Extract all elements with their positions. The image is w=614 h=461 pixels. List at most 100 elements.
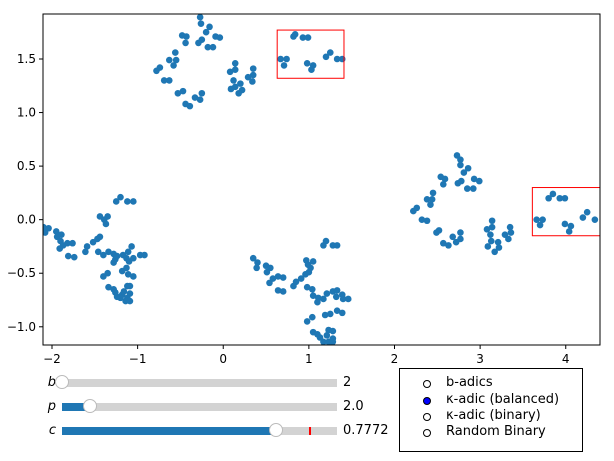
scatter-point [427, 201, 434, 208]
scatter-point [253, 264, 260, 272]
scatter-point [445, 242, 452, 249]
radio-circle-icon[interactable] [423, 397, 431, 405]
scatter-point [452, 238, 460, 246]
scatter-point [440, 181, 447, 188]
slider-c-handle[interactable] [268, 423, 283, 437]
scatter-point [308, 66, 315, 74]
scatter-point [344, 295, 352, 303]
scatter-point [323, 332, 331, 339]
radio-circle-icon[interactable] [423, 429, 431, 437]
scatter-point [209, 43, 217, 51]
scatter-point [117, 193, 124, 201]
slider-p-fill [62, 403, 90, 411]
scatter-point [320, 295, 327, 303]
radio-label: Random Binary [446, 424, 546, 439]
scatter-point [470, 175, 478, 183]
scatter-point [128, 243, 135, 250]
radio-circle-icon[interactable] [423, 413, 431, 421]
radio-label: κ-adic (binary) [446, 408, 541, 423]
scatter-point [274, 287, 282, 294]
scatter-point [561, 220, 569, 228]
scatter-point [457, 161, 464, 169]
scatter-point [495, 244, 503, 251]
scatter-point [505, 235, 512, 243]
scatter-point [488, 223, 496, 231]
scatter-point [338, 309, 346, 317]
y-tick-label: 1.5 [17, 52, 36, 66]
slider-c-label: c [48, 423, 56, 438]
scatter-point [102, 220, 110, 228]
scatter-point [332, 293, 340, 301]
scatter-point [124, 198, 131, 205]
scatter-point [130, 198, 137, 205]
scatter-point [124, 271, 132, 278]
scatter-point [191, 94, 199, 101]
scatter-point [322, 237, 330, 245]
scatter-point [536, 221, 544, 229]
scatter-point [70, 253, 78, 261]
scatter-point [170, 62, 177, 69]
highlight-boxes [276, 29, 601, 237]
scatter-point [440, 239, 447, 247]
scatter-point [263, 268, 271, 276]
scatter-point [483, 226, 491, 233]
scatter-point [303, 318, 311, 325]
y-tick-label: 0.5 [17, 159, 36, 173]
scatter-point [469, 185, 477, 192]
scatter-point [303, 59, 311, 67]
scatter-point [321, 311, 329, 319]
scatter-point [274, 273, 282, 280]
scatter-point [123, 264, 130, 272]
slider-b-handle[interactable] [55, 375, 69, 389]
scatter-point [320, 338, 327, 345]
slider-p-label: p [47, 399, 56, 414]
scatter-point [227, 85, 235, 93]
scatter-point [326, 49, 334, 56]
scatter-point [94, 248, 102, 256]
scatter-point [237, 80, 244, 87]
scatter-point [539, 216, 546, 223]
scatter-point [83, 243, 91, 250]
scatter-point [113, 252, 121, 260]
slider-b-track[interactable] [55, 375, 337, 389]
x-tick-label: 1 [305, 352, 313, 366]
scatter-point [226, 68, 234, 76]
scatter-point [457, 156, 464, 163]
scatter-point [269, 275, 277, 282]
scatter-point [435, 227, 443, 234]
scatter-point [244, 73, 252, 81]
slider-c-track[interactable] [62, 423, 337, 437]
scatter-point [297, 275, 305, 282]
radio-label: b-adics [446, 375, 493, 390]
scatter-point [196, 96, 204, 103]
scatter-point [299, 34, 307, 41]
x-tick-label: 0 [219, 352, 227, 366]
y-axis: −1.0 −0.5 0.0 0.5 1.0 1.5 [7, 52, 43, 334]
x-tick-label: −2 [43, 352, 61, 366]
slider-b-value: 2 [343, 375, 352, 390]
scatter-point [314, 298, 321, 306]
scatter-point [198, 89, 206, 97]
slider-p-track[interactable] [62, 399, 337, 413]
radio-circle-icon[interactable] [423, 380, 431, 388]
scatter-point [506, 223, 514, 231]
scatter-point [235, 89, 242, 97]
scatter-point [204, 43, 212, 51]
slider-p-value: 2.0 [343, 399, 364, 414]
scatter-point [423, 217, 431, 225]
scatter-point [338, 55, 346, 63]
slider-p-handle[interactable] [82, 399, 97, 413]
scatter-point [457, 177, 465, 185]
axes-frame [42, 13, 601, 346]
scatter-point [100, 251, 107, 259]
x-tick-label: −1 [129, 352, 147, 366]
scatter-point [186, 102, 194, 110]
scatter-point [126, 282, 134, 290]
slider-b-label: b [47, 375, 56, 390]
scatter-point [249, 78, 256, 85]
scatter-point [105, 248, 112, 256]
scatter-point [130, 273, 137, 280]
scatter-point [196, 14, 204, 21]
scatter-point [82, 248, 89, 256]
scatter-point [457, 229, 464, 236]
